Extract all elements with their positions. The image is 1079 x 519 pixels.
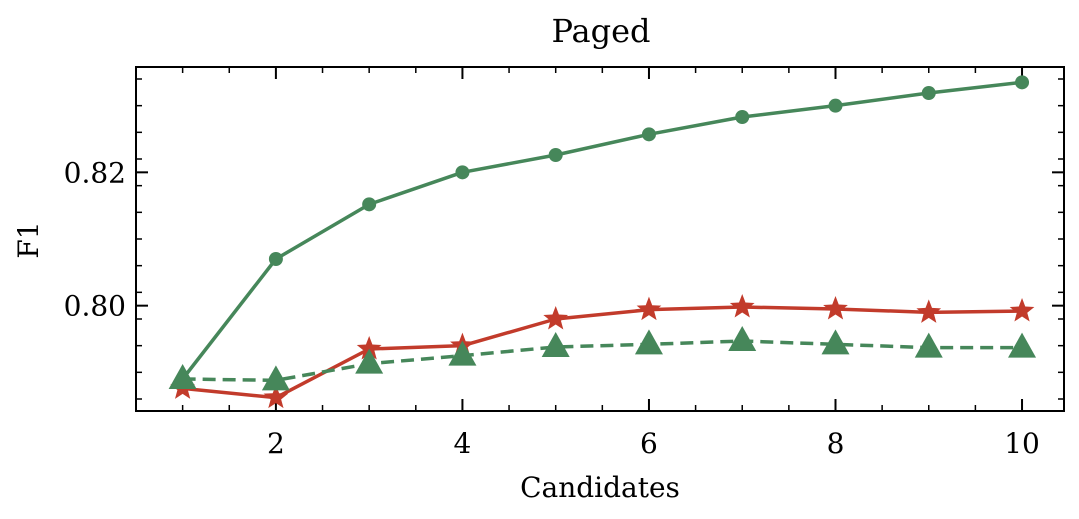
series-1-point: [455, 165, 470, 180]
x-tick-label: 6: [640, 427, 658, 460]
x-axis-label: Candidates: [520, 471, 680, 504]
series-3-point: [355, 348, 384, 374]
series-1-point: [548, 148, 563, 162]
series-1-point: [268, 252, 283, 266]
x-tick-label: 2: [267, 427, 285, 460]
series-2-point: [916, 299, 942, 323]
series-1-line: [181, 80, 1023, 381]
series-3-point: [168, 364, 197, 389]
plot-area: 2 4 6 8 10 0.80 0.82: [64, 66, 1065, 460]
series-1-point: [735, 110, 750, 124]
x-tick-label: 10: [1004, 427, 1040, 460]
series-3-line: [182, 339, 1023, 383]
series-2-point: [636, 296, 662, 321]
series-2-point: [543, 306, 569, 330]
series-1-point: [1015, 75, 1030, 90]
series-1-point: [362, 197, 377, 212]
plot-frame: [135, 66, 1065, 412]
y-tick-label: 0.80: [64, 290, 126, 323]
series-3-point: [1008, 332, 1037, 358]
series-3-point: [634, 329, 663, 355]
y-tick-label: 0.82: [64, 156, 126, 189]
series-2-point: [356, 336, 382, 360]
x-tick-label: 8: [827, 427, 845, 460]
series-2-point: [729, 294, 755, 318]
series-2-point: [1009, 298, 1035, 322]
series-1-point: [641, 127, 656, 142]
series-2-point: [823, 296, 848, 320]
series-3-point: [914, 332, 943, 358]
series-1-point: [828, 98, 843, 113]
series-2-point: [263, 384, 289, 409]
x-tick-label: 4: [454, 427, 472, 460]
series-2-line: [182, 305, 1023, 400]
series-1-point: [921, 86, 936, 100]
series-3-point: [261, 365, 290, 391]
series-3-point: [728, 326, 757, 351]
series-3-point: [541, 332, 570, 357]
chart-title: Paged: [551, 12, 650, 50]
series-3-point: [821, 329, 850, 355]
series-3-point: [448, 340, 477, 366]
y-axis-label: F1: [12, 221, 45, 258]
